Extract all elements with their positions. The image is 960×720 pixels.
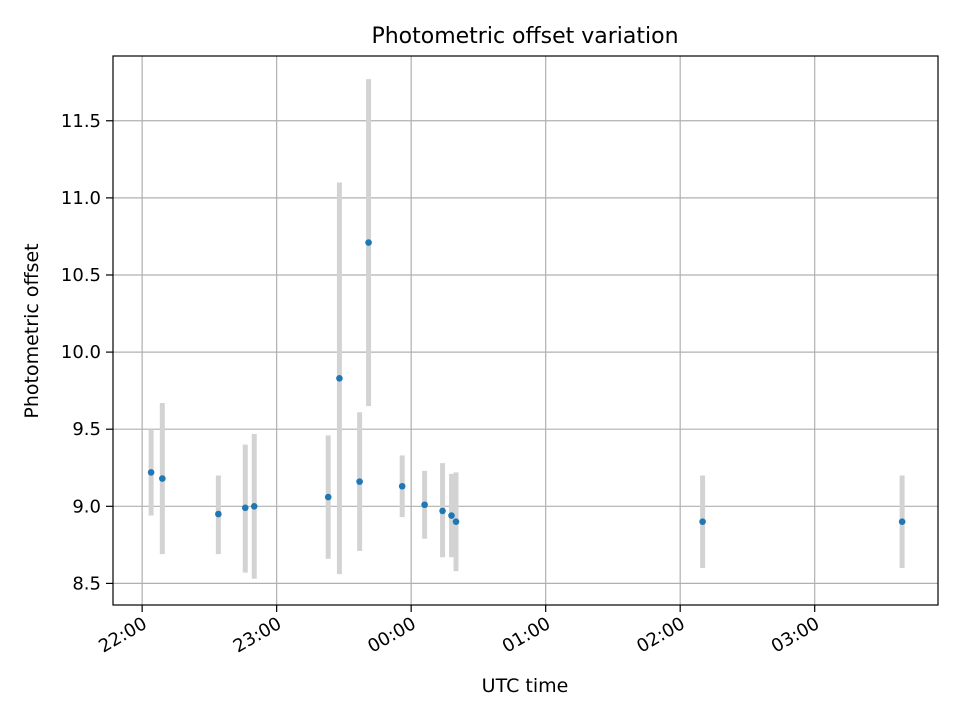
plot-frame: [112, 55, 939, 606]
data-point: [336, 375, 343, 382]
data-point: [241, 504, 249, 512]
y-tick-label: 11.0: [61, 188, 101, 209]
data-point: [452, 518, 460, 526]
data-point: [365, 239, 372, 246]
data-point: [439, 507, 446, 515]
y-tick-label: 8.5: [72, 573, 101, 594]
grid: [113, 56, 938, 605]
data-point: [448, 512, 455, 519]
y-tick-label: 11.5: [61, 111, 101, 132]
data-point: [699, 518, 706, 526]
data-point: [159, 475, 166, 482]
data-point: [421, 501, 428, 509]
data-point: [324, 493, 332, 501]
data-point: [898, 518, 906, 526]
data-point: [398, 482, 406, 490]
data-point: [356, 478, 363, 485]
chart-title: Photometric offset variation: [371, 24, 678, 49]
x-axis-label: UTC time: [482, 675, 569, 697]
plot-area: [113, 56, 938, 605]
y-axis: 8.5 9.0 9.5 10.0 10.5 11.0 11.5: [61, 111, 113, 594]
y-axis-label: Photometric offset: [21, 243, 43, 418]
y-tick-label: 10.5: [61, 265, 101, 286]
data-point: [250, 503, 258, 510]
data-point: [215, 510, 222, 518]
y-tick-label: 9.5: [72, 419, 101, 440]
y-tick-label: 9.0: [72, 496, 101, 517]
y-tick-label: 10.0: [61, 342, 101, 363]
data-points: [147, 239, 906, 526]
data-point: [147, 469, 155, 476]
